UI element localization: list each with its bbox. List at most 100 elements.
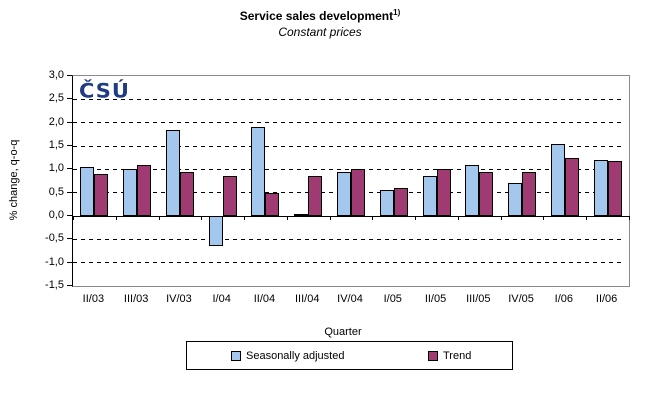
y-tick-mark (67, 145, 72, 146)
y-tick-mark (67, 75, 72, 76)
bar-group-ii-03 (73, 76, 116, 286)
x-tick-mark (629, 216, 630, 220)
bar-seasonally-adjusted-i-05 (379, 190, 394, 216)
gridline-2,0 (73, 122, 621, 124)
bar-seasonally-adjusted-iii-03 (123, 169, 138, 216)
bar-trend-iv-05 (522, 172, 537, 216)
bar-trend-iv-03 (179, 172, 194, 216)
gridline-1,5 (73, 145, 621, 147)
y-tick-label: 2,5 (48, 92, 64, 105)
y-tick-label: 1,5 (48, 139, 64, 151)
bar-trend-ii-06 (607, 161, 622, 216)
y-tick-label: -0,5 (45, 232, 64, 245)
gridline--1,0 (73, 262, 621, 264)
bar-seasonally-adjusted-iv-03 (165, 130, 180, 216)
x-tick-label-iii-04: III/04 (294, 293, 320, 305)
y-tick-mark (67, 238, 72, 240)
x-tick-mark (586, 216, 587, 220)
bar-trend-iii-04 (308, 176, 323, 216)
y-tick-mark (67, 215, 72, 216)
x-tick-label-i-05: I/05 (383, 293, 402, 305)
x-axis-line (73, 215, 629, 217)
chart-title-footnote-marker: 1) (393, 8, 401, 17)
x-tick-label-ii-03: II/03 (82, 293, 105, 305)
bar-seasonally-adjusted-i-04 (208, 216, 223, 246)
chart-title-text: Service sales development (239, 9, 394, 23)
bar-group-i-04 (201, 76, 244, 286)
bar-group-iv-05 (501, 76, 544, 286)
bar-seasonally-adjusted-iii-05 (465, 165, 480, 216)
csu-logo: ČSÚ (79, 80, 130, 103)
x-tick-mark (116, 216, 117, 220)
bar-group-iv-04 (330, 76, 373, 286)
x-tick-label-iii-05: III/05 (466, 293, 491, 305)
x-tick-mark (201, 216, 202, 220)
x-tick-label-iv-05: IV/05 (508, 293, 534, 305)
x-tick-mark (415, 216, 416, 220)
bar-group-i-06 (543, 76, 586, 286)
bar-group-iii-03 (116, 76, 159, 286)
bar-trend-ii-04 (265, 193, 280, 216)
legend-item-seasonally-adjusted: Seasonally adjusted (231, 342, 344, 369)
bar-group-ii-05 (415, 76, 458, 286)
bar-seasonally-adjusted-iv-05 (508, 183, 523, 216)
y-tick-mark (67, 98, 72, 100)
x-tick-label-ii-06: II/06 (595, 293, 618, 305)
y-tick-label: 0,5 (48, 185, 64, 198)
y-tick-mark (67, 261, 72, 263)
x-tick-mark (372, 216, 373, 220)
plot-area: ČSÚ (72, 75, 630, 287)
x-tick-mark (501, 216, 502, 220)
x-tick-label-ii-04: II/04 (253, 293, 276, 305)
gridline-2,5 (73, 98, 621, 100)
bar-group-ii-06 (586, 76, 629, 286)
x-tick-mark (330, 216, 331, 220)
y-tick-label: 1,0 (48, 162, 64, 175)
bar-trend-i-05 (393, 188, 408, 216)
chart-subtitle: Constant prices (278, 25, 362, 39)
bar-group-iii-05 (458, 76, 501, 286)
y-tick-label: -1,5 (45, 279, 64, 291)
bar-seasonally-adjusted-ii-03 (80, 167, 95, 216)
x-axis-title: Quarter (324, 326, 362, 338)
legend-item-trend: Trend (428, 342, 471, 369)
bar-group-iv-03 (159, 76, 202, 286)
legend-label-seasonally-adjusted: Seasonally adjusted (246, 349, 345, 362)
x-tick-mark (159, 216, 160, 220)
bar-seasonally-adjusted-ii-06 (593, 160, 608, 216)
gridline--0,5 (73, 238, 621, 240)
y-tick-mark (67, 121, 72, 123)
bar-group-ii-04 (244, 76, 287, 286)
bar-trend-ii-03 (94, 174, 109, 216)
bar-trend-ii-05 (436, 169, 451, 216)
bar-group-iii-04 (287, 76, 330, 286)
bar-trend-iv-04 (350, 169, 365, 216)
bar-trend-iii-05 (479, 172, 494, 216)
x-tick-label-iv-04: IV/04 (337, 293, 363, 305)
bar-group-i-05 (372, 76, 415, 286)
bar-seasonally-adjusted-iv-04 (336, 172, 351, 216)
x-tick-mark (458, 216, 459, 220)
legend-swatch-trend (428, 350, 438, 361)
bar-trend-iii-03 (137, 165, 152, 216)
y-tick-label: 3,0 (48, 69, 64, 81)
y-tick-mark (67, 191, 72, 193)
bar-seasonally-adjusted-ii-05 (422, 176, 437, 216)
bar-seasonally-adjusted-ii-04 (251, 127, 266, 216)
title-block: Service sales development1) Constant pri… (0, 8, 640, 39)
x-tick-mark (287, 216, 288, 220)
bar-trend-i-06 (564, 158, 579, 216)
x-tick-label-iv-03: IV/03 (166, 293, 192, 305)
legend-swatch-seasonally-adjusted (231, 350, 241, 361)
x-tick-label-i-06: I/06 (554, 293, 574, 305)
y-tick-mark (67, 285, 72, 286)
legend-label-trend: Trend (443, 349, 472, 362)
gridline-1,0 (73, 168, 621, 170)
x-tick-mark (543, 216, 544, 220)
bar-trend-i-04 (222, 176, 237, 216)
y-tick-label: 0,0 (48, 209, 64, 221)
x-tick-mark (244, 216, 245, 220)
chart-title: Service sales development1) (0, 8, 640, 23)
x-tick-mark (73, 216, 74, 220)
